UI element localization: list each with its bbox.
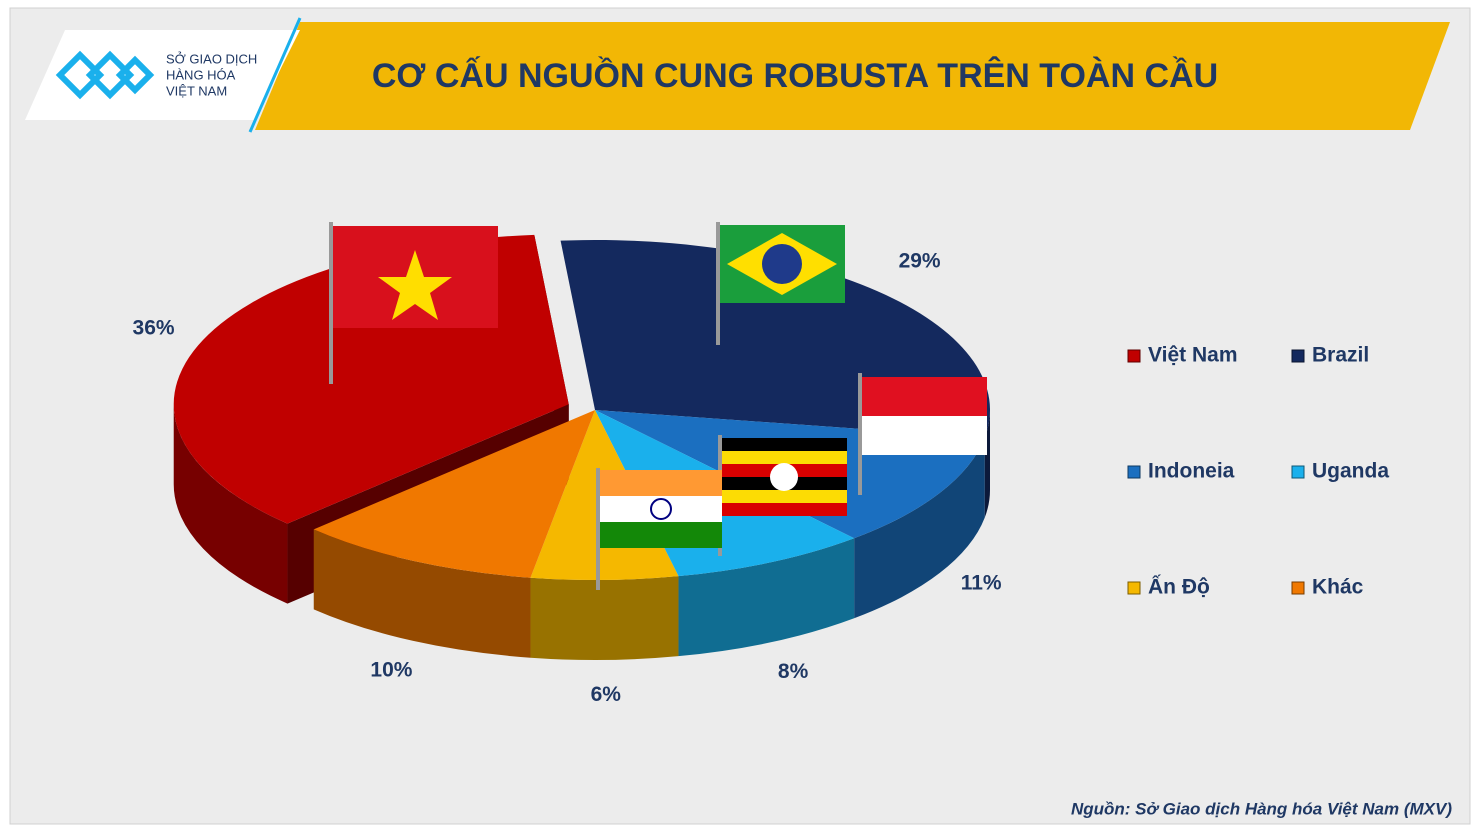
data-label: 36% xyxy=(133,317,175,340)
slice-side xyxy=(313,529,531,658)
legend-label: Việt Nam xyxy=(1148,344,1238,367)
legend-marker xyxy=(1127,581,1141,595)
logo-text: SỞ GIAO DỊCH xyxy=(166,51,257,66)
legend-marker xyxy=(1127,465,1141,479)
slice-side xyxy=(854,437,985,619)
logo-box xyxy=(25,30,300,120)
data-label: 8% xyxy=(778,660,809,683)
source-note: Nguồn: Sở Giao dịch Hàng hóa Việt Nam (M… xyxy=(1071,799,1452,818)
slice xyxy=(313,410,595,578)
slice-side xyxy=(173,404,288,604)
chart-title: CƠ CẤU NGUỒN CUNG ROBUSTA TRÊN TOÀN CẦU xyxy=(372,57,1218,95)
logo-text: HÀNG HÓA xyxy=(166,67,236,82)
flags xyxy=(329,222,987,590)
legend-label: Khác xyxy=(1312,576,1364,599)
data-label: 29% xyxy=(899,250,941,273)
legend-label: Uganda xyxy=(1312,460,1389,483)
legend-marker xyxy=(1127,349,1141,363)
legend-marker xyxy=(1291,349,1305,363)
legend-marker xyxy=(1291,581,1305,595)
data-label: 6% xyxy=(591,683,622,706)
header-banner xyxy=(255,22,1450,130)
data-label: 10% xyxy=(370,659,412,682)
legend-label: Indoneia xyxy=(1148,460,1235,483)
slice-side xyxy=(678,538,855,657)
slice-side xyxy=(530,576,679,660)
legend-label: Ấn Độ xyxy=(1148,576,1210,599)
logo-text: VIỆT NAM xyxy=(166,83,227,98)
logo-accent xyxy=(248,17,302,133)
legend-label: Brazil xyxy=(1312,344,1369,367)
logo-mark xyxy=(55,50,155,100)
data-label: 11% xyxy=(961,572,1002,595)
legend-marker xyxy=(1291,465,1305,479)
